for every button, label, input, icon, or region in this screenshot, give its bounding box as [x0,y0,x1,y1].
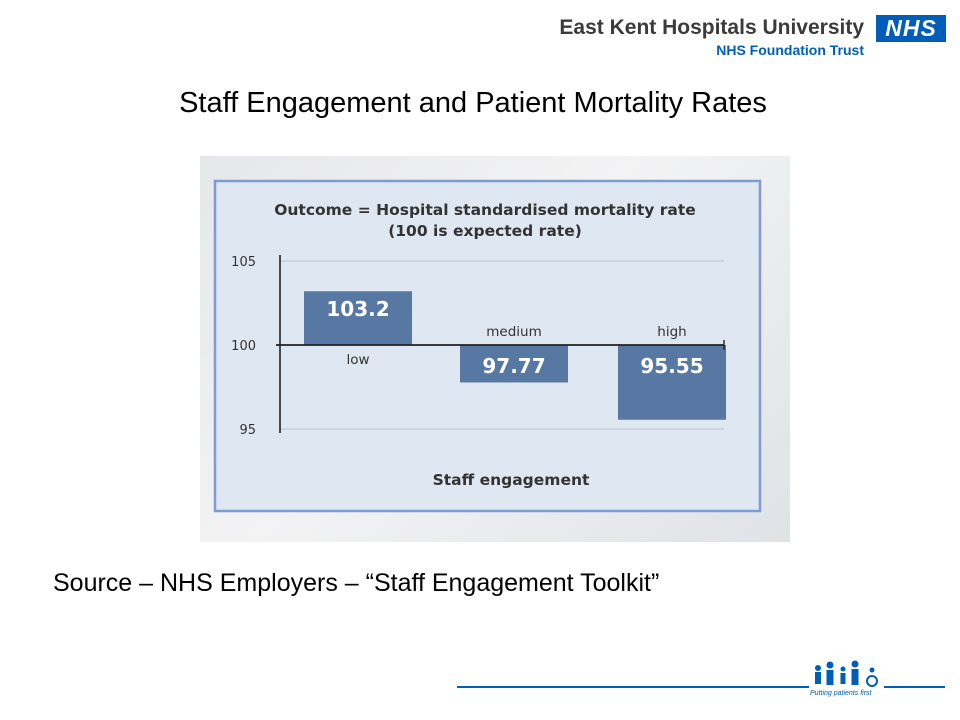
mortality-chart: Outcome = Hospital standardised mortalit… [213,179,762,513]
nhs-logo: NHS [876,15,946,42]
chart-figure: Outcome = Hospital standardised mortalit… [200,156,790,542]
footer-rule-right [884,686,945,688]
category-label-high: high [657,324,686,340]
footer-rule-left [457,686,809,688]
y-tick-label-95: 95 [239,423,256,438]
category-label-low: low [346,352,369,368]
bar-low [304,291,412,345]
people-icon [815,660,878,687]
slide-title: Staff Engagement and Patient Mortality R… [179,87,767,119]
chart-title: Outcome = Hospital standardised mortalit… [274,201,696,219]
value-label-high: 95.55 [640,354,703,378]
trust-branding: East Kent Hospitals University NHS Found… [559,12,946,62]
x-axis-label: Staff engagement [433,471,590,489]
source-note: Source – NHS Employers – “Staff Engageme… [53,569,660,597]
y-tick-label-100: 100 [231,339,256,354]
bar-high [618,345,726,420]
footer-tagline: Putting patients first [810,690,872,697]
value-label-low: 103.2 [326,297,389,321]
trust-subtitle: NHS Foundation Trust [716,42,864,58]
y-tick-label-105: 105 [231,255,256,270]
bar-medium [460,345,568,383]
value-label-medium: 97.77 [482,354,545,378]
chart-subtitle: (100 is expected rate) [388,222,582,240]
category-label-medium: medium [486,324,541,340]
trust-name: East Kent Hospitals University [559,16,864,39]
